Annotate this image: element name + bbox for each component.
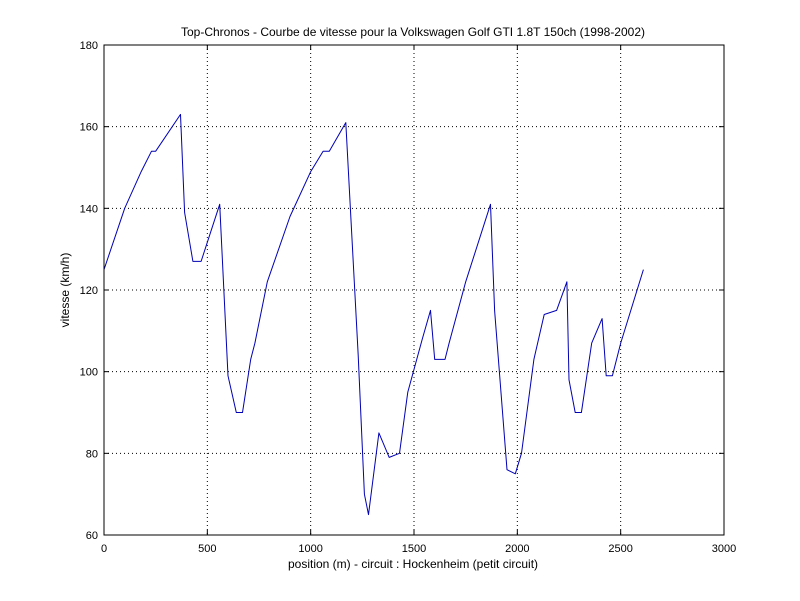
- x-tick-label: 1000: [298, 543, 322, 555]
- series-layer: [103, 113, 644, 516]
- y-tick-label: 100: [80, 367, 98, 379]
- y-tick-label: 180: [80, 40, 98, 52]
- y-axis-label: vitesse (km/h): [58, 253, 72, 328]
- speed-series-line: [103, 113, 644, 516]
- x-tick-label: 1500: [402, 543, 426, 555]
- chart-title: Top-Chronos - Courbe de vitesse pour la …: [181, 25, 645, 39]
- axis-ticks: 0 500 1000 1500 2000 2500 3000 60 80 100 120 140 160…: [80, 40, 737, 555]
- grid-lines: [104, 45, 724, 535]
- x-tick-label: 3000: [712, 543, 736, 555]
- y-tick-label: 140: [80, 203, 98, 215]
- x-tick-label: 0: [101, 543, 107, 555]
- y-tick-label: 120: [80, 285, 98, 297]
- x-tick-label: 2000: [505, 543, 529, 555]
- plot-area-frame: [103, 44, 725, 536]
- x-tick-label: 2500: [608, 543, 632, 555]
- x-tick-label: 500: [198, 543, 216, 555]
- y-tick-label: 160: [80, 122, 98, 134]
- y-tick-label: 60: [86, 530, 98, 542]
- y-tick-label: 80: [86, 448, 98, 460]
- x-axis-label: position (m) - circuit : Hockenheim (pet…: [288, 557, 538, 571]
